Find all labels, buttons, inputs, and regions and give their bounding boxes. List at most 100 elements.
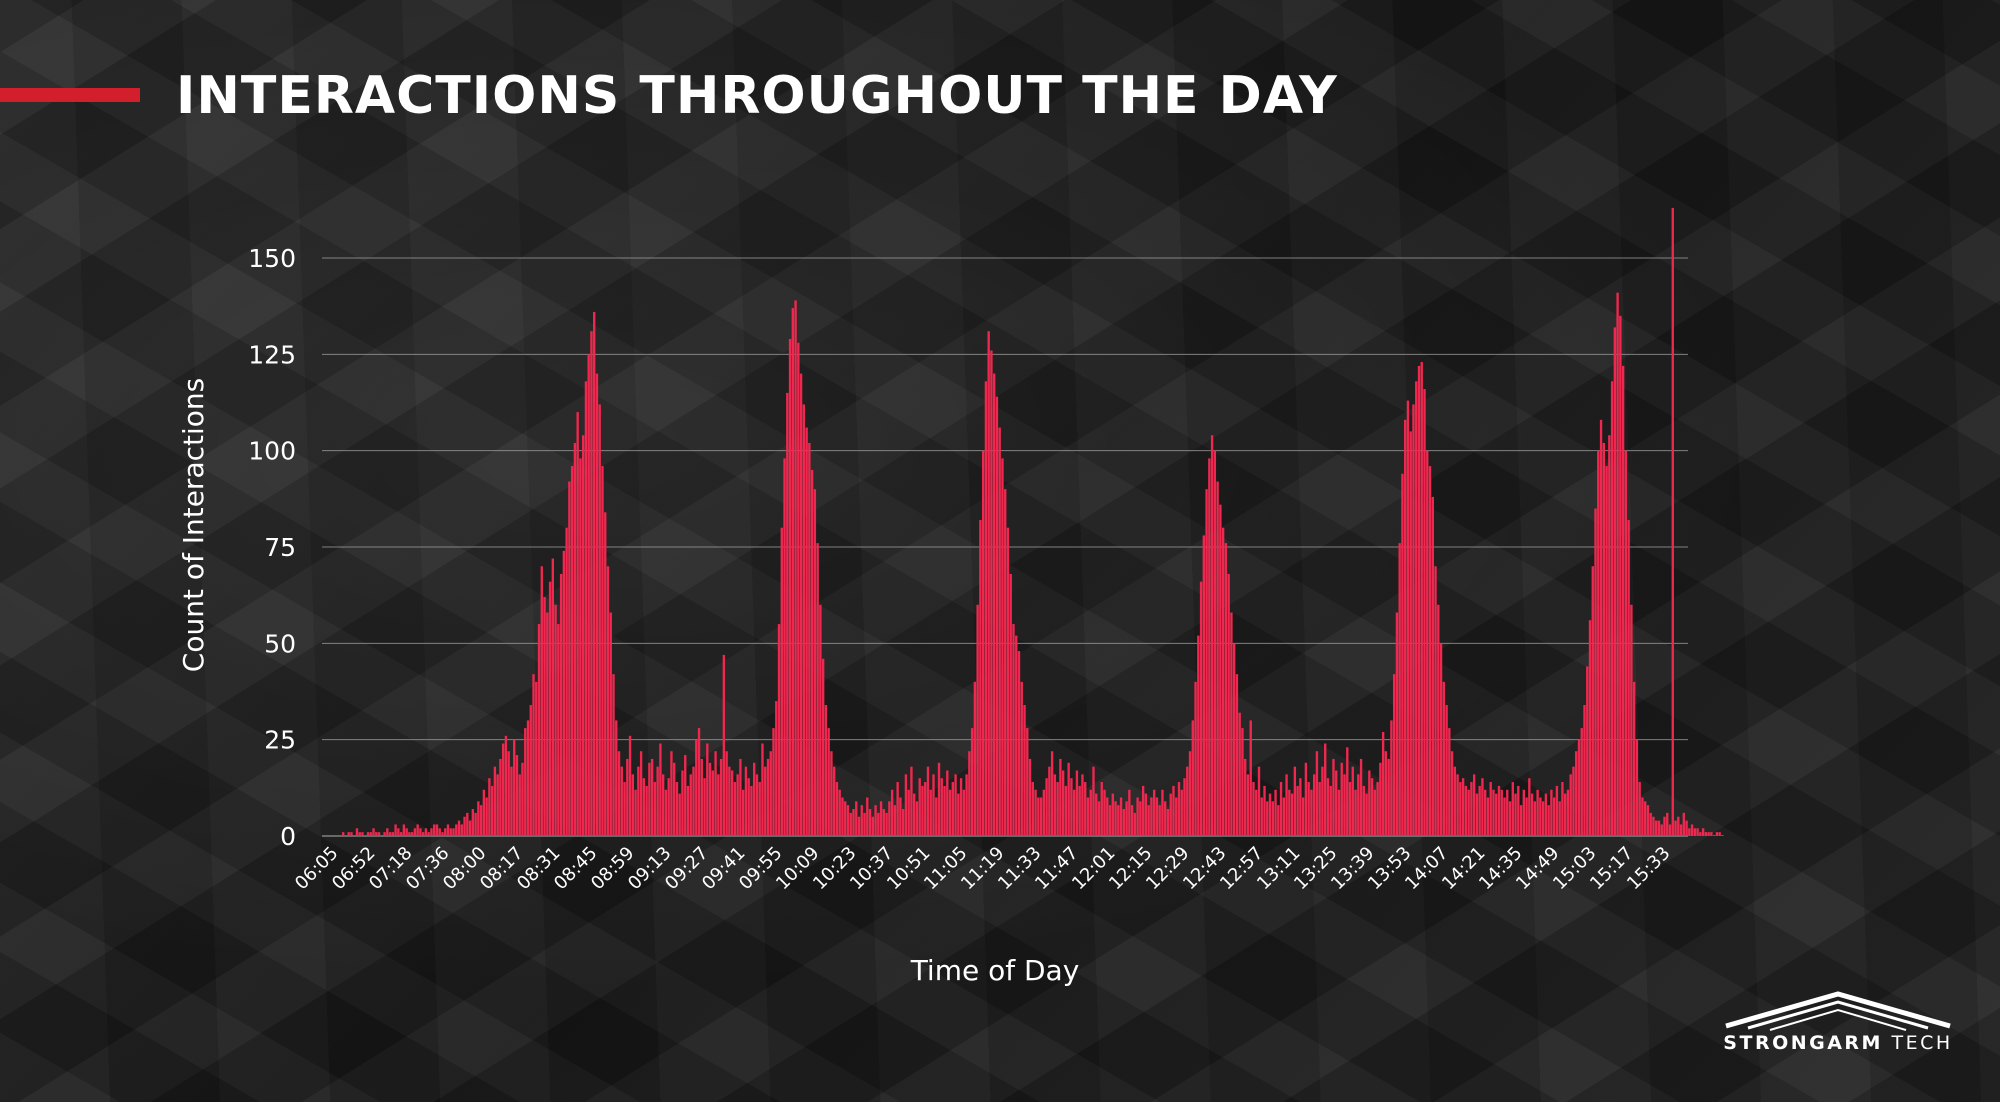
bar (1552, 797, 1556, 836)
bar (924, 782, 927, 836)
bar (1406, 400, 1410, 836)
bar (747, 778, 750, 836)
bar (849, 812, 852, 836)
bar (1448, 728, 1451, 836)
bar (457, 820, 461, 836)
bar (587, 354, 590, 836)
bar (1266, 801, 1269, 836)
bar (730, 770, 734, 836)
bar (1599, 419, 1603, 836)
bar (929, 789, 932, 836)
bar (915, 801, 919, 836)
logo-light-text: TECH (1882, 1032, 1953, 1054)
bar (1472, 774, 1476, 836)
bar (408, 832, 411, 836)
y-tick-label: 25 (264, 726, 296, 755)
bar (1183, 778, 1186, 836)
bar (482, 789, 486, 836)
bar (1155, 797, 1159, 836)
bar (1467, 789, 1470, 836)
bar (755, 774, 759, 836)
bar (1290, 793, 1294, 836)
bar (1434, 566, 1437, 836)
bar (1616, 292, 1619, 836)
bar (366, 832, 370, 836)
bar (532, 674, 535, 836)
bar (797, 342, 800, 836)
bar (761, 743, 764, 836)
bar (1685, 820, 1688, 836)
bar (617, 751, 621, 836)
bar (1169, 793, 1172, 836)
bar (1541, 801, 1545, 836)
bar (1415, 381, 1418, 836)
bar (984, 381, 988, 836)
bar (846, 805, 850, 836)
bar (1164, 801, 1167, 836)
bar (686, 785, 690, 836)
bar (1718, 832, 1721, 836)
bar (1324, 743, 1327, 836)
bar (1682, 812, 1685, 836)
bar (1605, 466, 1608, 836)
bar (1150, 797, 1153, 836)
bar (871, 816, 874, 836)
bar (1497, 785, 1501, 836)
bar (1227, 573, 1230, 836)
bar (913, 793, 916, 836)
bar (1078, 785, 1081, 836)
bar-series (342, 207, 1724, 837)
bar (1321, 766, 1324, 836)
bar (979, 520, 982, 836)
bar (901, 809, 905, 836)
bar (1715, 832, 1719, 836)
bar (1368, 770, 1371, 836)
bar (1037, 797, 1040, 836)
bar (1431, 496, 1434, 836)
bar (1671, 207, 1674, 836)
bar (970, 728, 974, 836)
bar (435, 824, 439, 836)
bar (808, 442, 811, 836)
bar (1199, 581, 1203, 836)
bar (1583, 704, 1586, 836)
strongarm-tech-logo: STRONGARM TECH (1718, 988, 1958, 1058)
bar (1701, 828, 1705, 836)
bar (794, 300, 797, 836)
bar (1053, 774, 1057, 836)
bar (1216, 481, 1219, 836)
bar (479, 805, 483, 836)
bar (1208, 458, 1211, 836)
bar (1572, 766, 1575, 836)
bar (353, 835, 356, 836)
bar (650, 758, 654, 836)
bar (1048, 766, 1051, 836)
bar (932, 774, 935, 836)
bar (855, 801, 858, 836)
bar (364, 835, 367, 836)
bar (1635, 739, 1639, 836)
bar (1122, 809, 1126, 836)
bar (1660, 824, 1663, 836)
bar (1522, 789, 1525, 836)
bar (1004, 489, 1007, 836)
bar (1274, 789, 1277, 836)
bar (1450, 751, 1454, 836)
bar (350, 832, 353, 836)
bar (1293, 766, 1297, 836)
bar (1657, 820, 1661, 836)
bar (1561, 782, 1564, 836)
bar (347, 832, 350, 836)
bar (1255, 789, 1258, 836)
y-tick-label: 150 (248, 244, 296, 273)
bar (463, 816, 466, 836)
bar (537, 624, 541, 836)
bar (1555, 785, 1559, 836)
bar (1318, 782, 1321, 836)
bar (769, 751, 772, 836)
bar (899, 797, 902, 836)
bar (764, 766, 767, 836)
bar (1602, 442, 1605, 836)
bar (570, 466, 574, 836)
bar (543, 597, 546, 836)
